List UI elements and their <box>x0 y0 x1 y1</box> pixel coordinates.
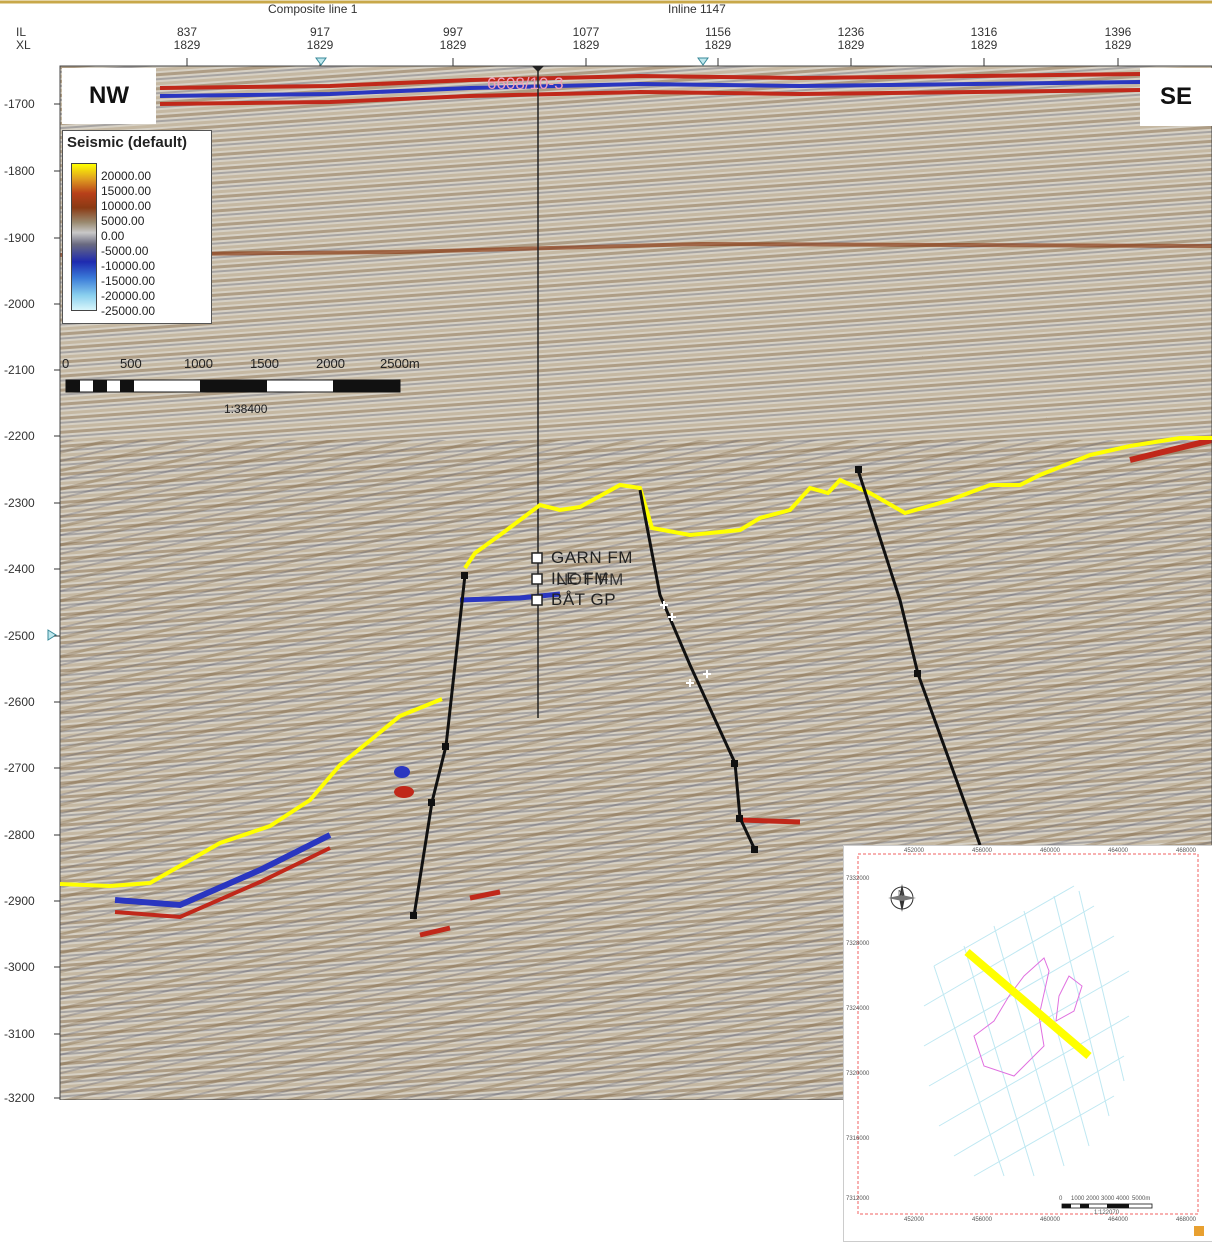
il-label: IL <box>16 25 27 39</box>
depth-label: -2400 <box>4 562 35 576</box>
map-y-tick: 7324000 <box>846 1006 870 1012</box>
legend-title: Seismic (default) <box>67 134 188 151</box>
legend-colorbar <box>71 163 97 311</box>
petrel-logo <box>1194 1226 1204 1236</box>
seismic-section <box>0 0 1212 1100</box>
map-x-tick: 464000 <box>1108 848 1129 854</box>
map-x-tick: 460000 <box>1040 848 1061 854</box>
intersection-marker <box>697 57 709 66</box>
section-line <box>964 948 1092 1060</box>
depth-label: -3100 <box>4 1027 35 1041</box>
horizon-yellow <box>463 436 1212 570</box>
inline-label: Inline 1147 <box>668 2 726 16</box>
map-x-tick: 468000 <box>1176 1217 1197 1223</box>
fault-pick-markers <box>660 601 711 687</box>
map-x-tick: 464000 <box>1108 1217 1129 1223</box>
top-reflectors <box>159 72 1141 106</box>
north-label: N <box>898 889 904 898</box>
map-scale-ratio: 1:122070 <box>1094 1210 1120 1216</box>
formation-bat: BÅT GP <box>551 590 617 609</box>
header-tick: 837 1829 <box>173 25 201 52</box>
map-x-tick: 452000 <box>904 1217 925 1223</box>
north-arrow <box>888 884 916 912</box>
formation-ile: ILE FM <box>551 569 609 588</box>
field-outline <box>1055 975 1083 1022</box>
depth-label: -2500 <box>4 629 35 643</box>
map-y-tick: 7312000 <box>846 1196 870 1202</box>
field-outline <box>973 957 1050 1077</box>
map-y-tick: 7332000 <box>846 876 870 882</box>
composite-line-label: Composite line 1 <box>268 2 358 16</box>
direction-se: SE <box>1140 68 1212 126</box>
map-x-tick: 452000 <box>904 848 925 854</box>
depth-label: -2900 <box>4 894 35 908</box>
fault-nodes <box>410 466 921 919</box>
map-scale-bar <box>1061 1203 1153 1209</box>
depth-label: -2800 <box>4 828 35 842</box>
depth-label: -2700 <box>4 761 35 775</box>
depth-label: -2200 <box>4 429 35 443</box>
header-ticks <box>186 58 1119 66</box>
depth-label: -2300 <box>4 496 35 510</box>
depth-label: -2600 <box>4 695 35 709</box>
direction-nw: NW <box>62 68 156 124</box>
header-tick: 997 1829 <box>439 25 467 52</box>
scale-bar: 0 500 1000 1500 2000 2500m 1:38400 <box>62 356 420 416</box>
fault-3 <box>856 469 982 846</box>
depth-label: -3200 <box>4 1091 35 1105</box>
location-map-inset: 452000 456000 460000 464000 468000 45200… <box>843 845 1212 1242</box>
map-frame <box>857 853 1199 1215</box>
depth-label: -1900 <box>4 231 35 245</box>
depth-label: -1700 <box>4 97 35 111</box>
bright-spot <box>394 766 410 778</box>
depth-label: -3000 <box>4 960 35 974</box>
intersection-marker <box>315 57 327 66</box>
map-x-tick: 468000 <box>1176 848 1197 854</box>
horizon-yellow <box>59 697 443 889</box>
header-tick: 1316 1829 <box>970 25 998 52</box>
location-map <box>857 853 1204 1236</box>
scale-ratio: 1:38400 <box>224 402 268 416</box>
well-label: 6608/10-3 <box>487 74 564 93</box>
fault-2 <box>638 489 757 851</box>
color-legend: Seismic (default) 20000.00 15000.00 10000… <box>62 130 212 324</box>
depth-marker <box>47 629 57 641</box>
plot-border <box>59 65 1212 1100</box>
formation-garn: GARN FM <box>551 548 633 567</box>
scale-bar-graphic <box>65 379 401 393</box>
legend-values: 20000.00 15000.00 10000.00 5000.00 0.00 -50… <box>101 169 156 318</box>
map-y-tick: 7328000 <box>846 941 870 947</box>
well-head-marker <box>532 66 544 72</box>
map-y-tick: 7320000 <box>846 1071 870 1077</box>
depth-label: -2000 <box>4 297 35 311</box>
formation-markers <box>531 552 543 606</box>
deep-reflectors <box>114 437 1212 938</box>
header-tick: 917 1829 <box>306 25 334 52</box>
bright-spot <box>394 786 414 798</box>
formation-not: NOT FM <box>556 570 624 589</box>
header-tick: 1396 1829 <box>1104 25 1132 52</box>
reflector-1900 <box>59 241 1212 257</box>
faults <box>412 469 982 917</box>
header-tick: 1156 1829 <box>704 25 732 52</box>
depth-ticks <box>54 103 60 1099</box>
map-y-tick: 7316000 <box>846 1136 870 1142</box>
header-tick: 1236 1829 <box>837 25 865 52</box>
xl-label: XL <box>16 38 31 52</box>
map-x-tick: 460000 <box>1040 1217 1061 1223</box>
fault-1 <box>412 574 467 917</box>
map-x-tick: 456000 <box>972 1217 993 1223</box>
depth-label: -2100 <box>4 363 35 377</box>
map-x-tick: 456000 <box>972 848 993 854</box>
header-tick: 1077 1829 <box>572 25 600 52</box>
depth-label: -1800 <box>4 164 35 178</box>
